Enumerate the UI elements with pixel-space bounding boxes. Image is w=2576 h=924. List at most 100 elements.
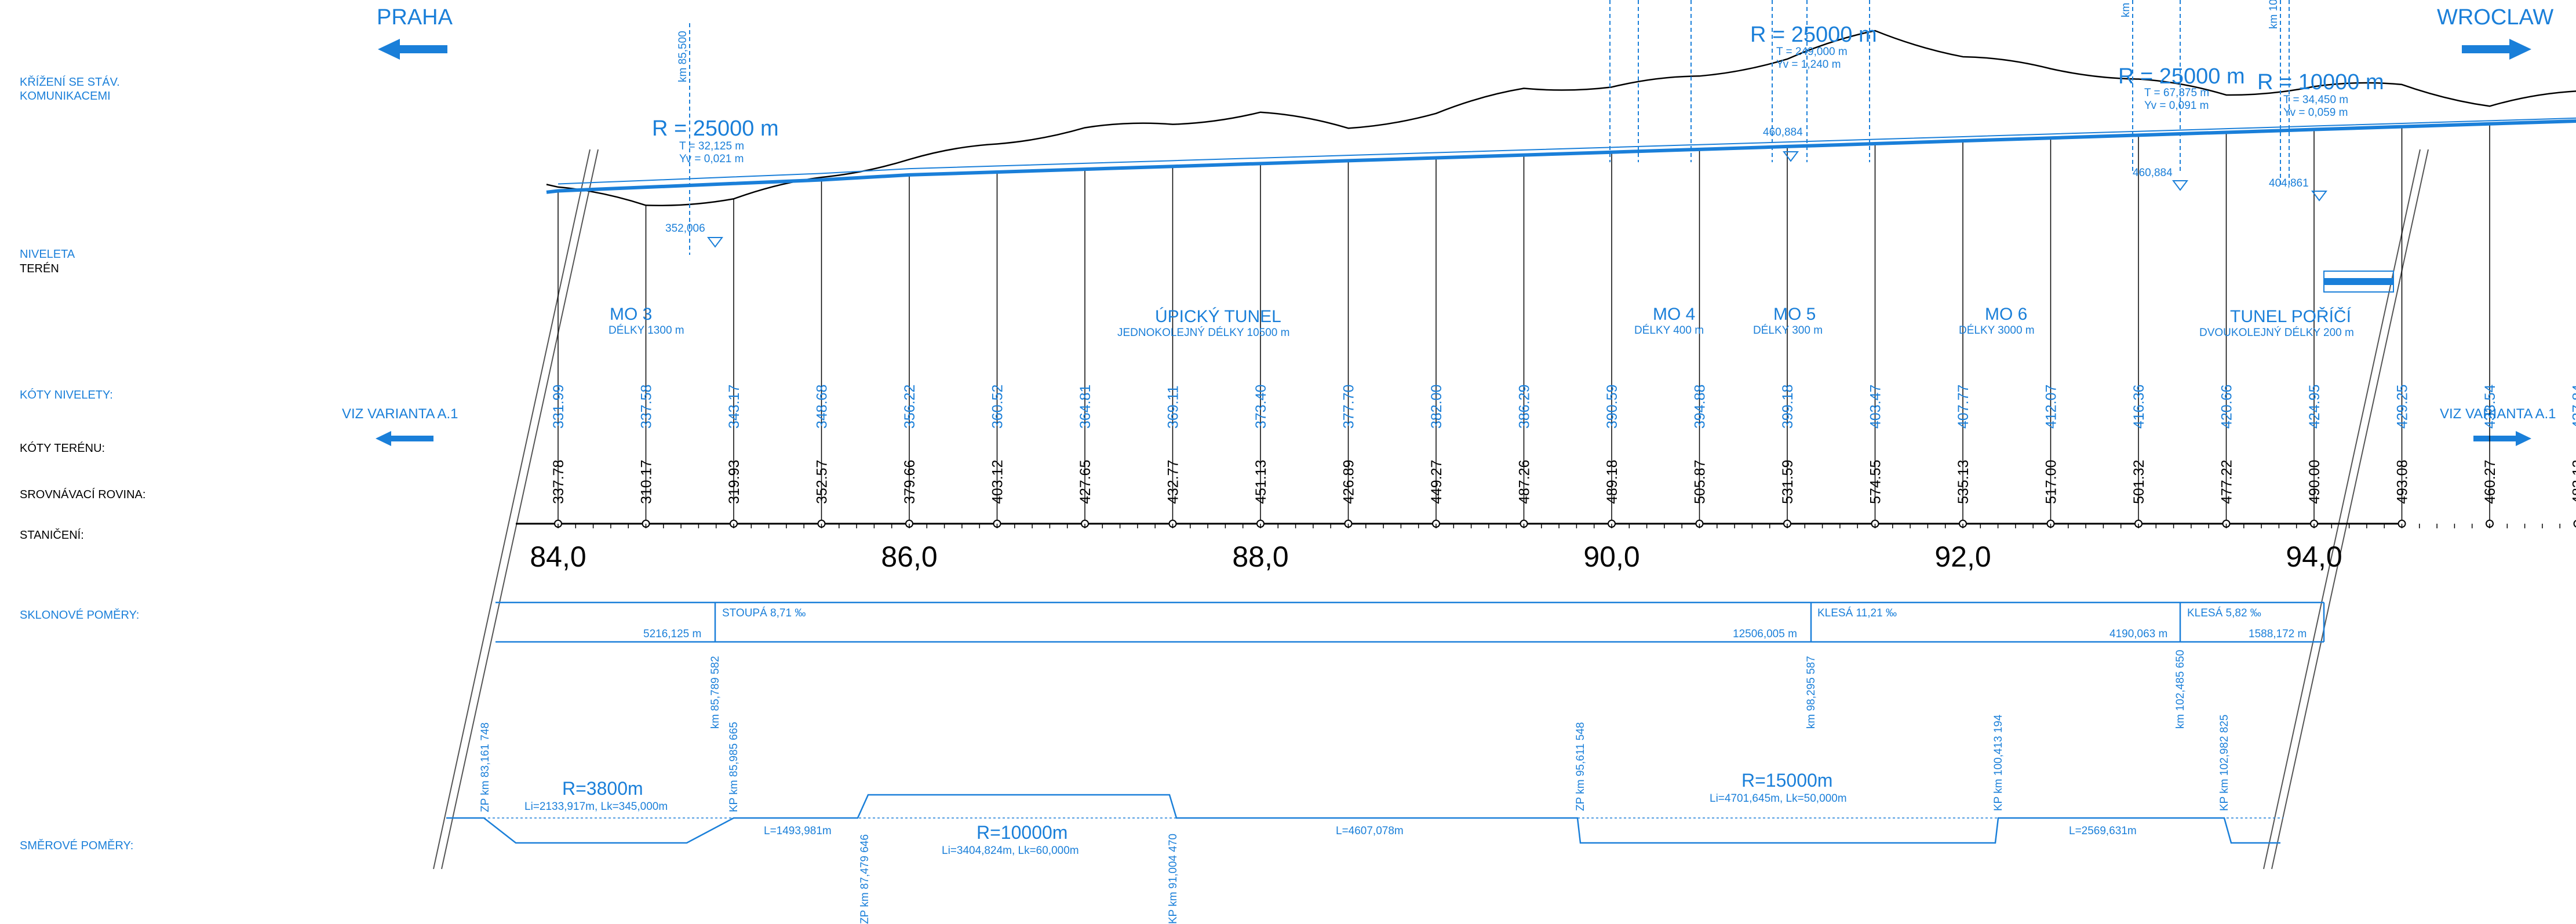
niveleta-value: 412.07 xyxy=(2043,385,2060,429)
label-staniceni: STANIČENÍ: xyxy=(20,528,84,542)
structure-1-desc: DÉLKY 1300 m xyxy=(609,324,684,337)
gradient-band xyxy=(495,601,2325,643)
niveleta-value: 369.11 xyxy=(1165,385,1182,429)
terrain-value: 432.77 xyxy=(1165,460,1182,504)
vc2-radius: R = 25000 m xyxy=(1750,23,1877,47)
curve3-params: Li=4701,645m, Lk=50,000m xyxy=(1710,792,1847,805)
niveleta-value: 399.18 xyxy=(1780,385,1796,429)
niveleta-value: 356.22 xyxy=(902,385,918,429)
gradient-km-3: km 102,485 650 xyxy=(2174,650,2187,729)
vc2-yv: Yv = 1,240 m xyxy=(1776,59,1841,71)
curve1-kp: KP km 85,985 665 xyxy=(728,722,740,812)
niveleta-value: 416.36 xyxy=(2131,385,2147,429)
vc3-t: T = 67,375 m xyxy=(2144,87,2209,99)
niveleta-value: 394.88 xyxy=(1692,385,1708,429)
curve2-zp: ZP km 87,479 646 xyxy=(859,834,871,924)
station-drop-lines xyxy=(558,123,2490,521)
terrain-value: 501.32 xyxy=(2131,460,2147,504)
vc4-t: T = 34,450 m xyxy=(2283,94,2348,106)
structure-3-name: MO 4 xyxy=(1653,305,1695,324)
terrain-value: 574.55 xyxy=(1868,460,1884,504)
vertex-marker-2 xyxy=(1783,151,1799,162)
right-city: WROCLAW xyxy=(2437,5,2553,30)
niveleta-value: 337.58 xyxy=(639,385,655,429)
gradient-4-label: KLESÁ 5,82 ‰ xyxy=(2187,607,2261,619)
alignment-line xyxy=(446,794,2280,844)
left-arrow-icon xyxy=(378,39,447,60)
gradient-3-length: 4190,063 m xyxy=(2109,628,2167,640)
niveleta-value: 360.52 xyxy=(990,385,1006,429)
terrain-value: 403.12 xyxy=(990,460,1006,504)
terrain-value: 352.57 xyxy=(814,460,830,504)
terrain-value: 319.93 xyxy=(726,460,742,504)
right-variant: VIZ VARIANTA A.1 xyxy=(2440,406,2556,422)
vc4-elev: 404,861 xyxy=(2269,177,2309,189)
station-label: 86,0 xyxy=(881,540,937,573)
right-break-line-b xyxy=(2271,149,2429,870)
curve1-zp: ZP km 83,161 748 xyxy=(479,722,491,812)
gradient-2-label: STOUPÁ 8,71 ‰ xyxy=(722,607,806,619)
terrain-value: 379.66 xyxy=(902,460,918,504)
station-label: 84,0 xyxy=(530,540,586,573)
right-variant-arrow-icon xyxy=(2473,431,2531,446)
structure-2-name: ÚPICKÝ TUNEL xyxy=(1155,307,1281,326)
niveleta-value: 407.77 xyxy=(1955,385,1972,429)
straight3-length: L=2569,631m xyxy=(2069,825,2137,837)
tunnel-portal-fill xyxy=(2324,278,2393,285)
terrain-value: 310.17 xyxy=(639,460,655,504)
niveleta-value: 343.17 xyxy=(726,385,742,429)
gradient-1-length: 5216,125 m xyxy=(643,628,701,640)
vc4-yv: Yv = 0,059 m xyxy=(2283,107,2348,119)
niveleta-value: 390.59 xyxy=(1604,385,1620,429)
niveleta-value: 382.00 xyxy=(1429,385,1445,429)
terrain-value: 477.22 xyxy=(2219,460,2235,504)
curve2-kp: KP km 91,004 470 xyxy=(1167,834,1179,924)
curve2-params: Li=3404,824m, Lk=60,000m xyxy=(942,845,1079,857)
vc3-elev: 460,884 xyxy=(2133,167,2173,179)
station-label: 94,0 xyxy=(2286,540,2342,573)
vc2-elev: 460,884 xyxy=(1763,126,1803,138)
terrain-values: 337.78 310.17 319.93 352.57 379.66 403.12 427.… xyxy=(551,460,2576,504)
station-ticks xyxy=(554,520,2576,528)
terrain-value: 483.12 xyxy=(2570,460,2576,504)
label-crossing-2: KOMUNIKACEMI xyxy=(20,90,111,103)
terrain-value: 490.00 xyxy=(2307,460,2323,504)
terrain-value: 451.13 xyxy=(1253,460,1269,504)
niveleta-value: 420.66 xyxy=(2219,385,2235,429)
label-sklonove: SKLONOVÉ POMĚRY: xyxy=(20,608,139,622)
terrain-value: 337.78 xyxy=(551,460,567,504)
station-label: 90,0 xyxy=(1583,540,1639,573)
vc3-radius: R = 25000 m xyxy=(2118,64,2245,89)
label-smerove: SMĚROVÉ POMĚRY: xyxy=(20,839,133,852)
straight2-length: L=4607,078m xyxy=(1336,825,1404,837)
left-break-line-a xyxy=(433,149,591,870)
right-arrow-icon xyxy=(2462,39,2531,60)
niveleta-value: 331.99 xyxy=(551,385,567,429)
right-break-line-a xyxy=(2263,149,2421,870)
curve3-zp: ZP km 95,611 548 xyxy=(1575,722,1587,811)
terrain-value: 427.65 xyxy=(1077,460,1094,504)
station-label: 88,0 xyxy=(1232,540,1288,573)
structure-1-name: MO 3 xyxy=(610,305,652,324)
structure-3-desc: DÉLKY 400 m xyxy=(1634,324,1704,337)
crossing-km-4: km 10 xyxy=(2268,0,2280,29)
structure-6-desc: DVOUKOLEJNÝ DÉLKY 200 m xyxy=(2199,327,2354,339)
structure-4-desc: DÉLKY 300 m xyxy=(1753,324,1823,337)
niveleta-value: 386.29 xyxy=(1517,385,1533,429)
terrain-value: 426.89 xyxy=(1341,460,1357,504)
niveleta-value: 424.95 xyxy=(2307,385,2323,429)
niveleta-values: 331.99 337.58 343.17 348.68 356.22 360.52 364.… xyxy=(551,384,2576,429)
structure-5-desc: DÉLKY 3000 m xyxy=(1959,324,2035,337)
niveleta-value: 373.40 xyxy=(1253,385,1269,429)
vertex-marker-3 xyxy=(2172,180,2188,191)
niveleta-value: 403.47 xyxy=(1868,385,1884,429)
niveleta-value: 437.84 xyxy=(2570,384,2576,429)
terrain-value: 535.13 xyxy=(1955,460,1972,504)
left-city: PRAHA xyxy=(377,5,453,30)
structure-6-name: TUNEL POŘÍČÍ xyxy=(2230,306,2352,326)
structure-4-name: MO 5 xyxy=(1773,305,1816,324)
terrain-value: 449.27 xyxy=(1429,460,1445,504)
terrain-value: 505.87 xyxy=(1692,460,1708,504)
vc1-yv: Yv = 0,021 m xyxy=(679,153,744,165)
